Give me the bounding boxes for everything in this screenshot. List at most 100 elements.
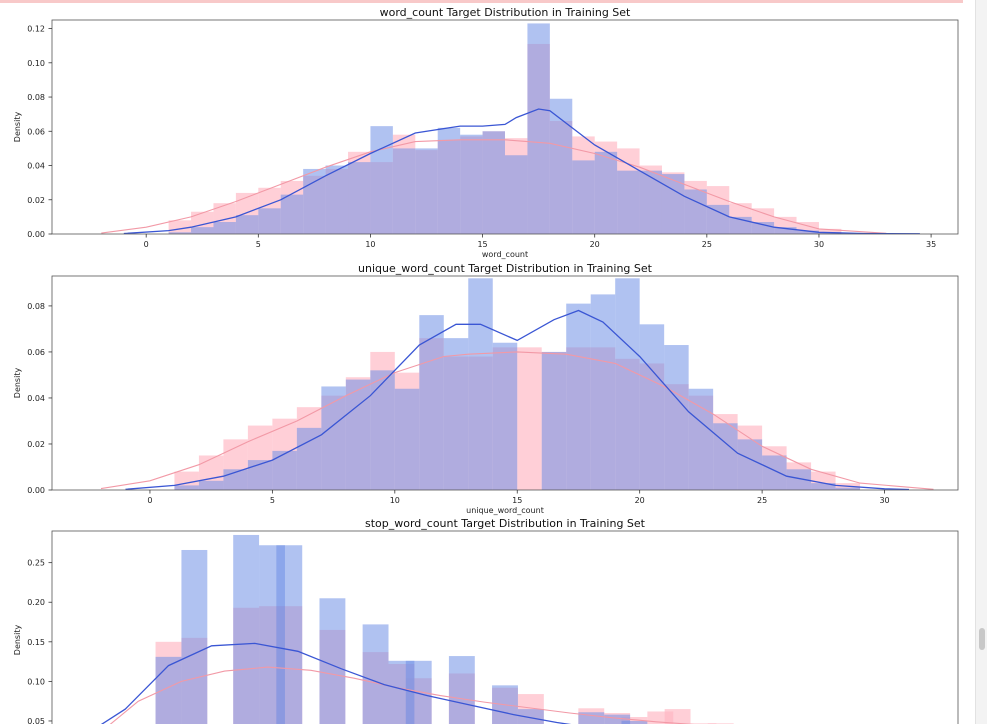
x-tick-label: 15 (477, 240, 487, 249)
histogram-bar (303, 168, 326, 234)
histogram-bar (174, 485, 199, 490)
histogram-bar (604, 714, 631, 724)
histogram-bar (419, 315, 444, 490)
histogram-bar (774, 227, 797, 234)
histogram-bar (796, 230, 819, 234)
kde-curve-target-1 (100, 642, 572, 724)
y-tick-label: 0.10 (27, 59, 45, 68)
x-axis-label: word_count (482, 250, 528, 259)
histogram-bar (437, 127, 461, 234)
histogram-bar (276, 545, 303, 724)
scrollbar-thumb[interactable] (979, 628, 985, 650)
y-tick-label: 0.00 (27, 486, 45, 495)
histogram-bar (443, 338, 469, 490)
x-tick-label: 30 (879, 496, 889, 505)
kde-curve-target-0 (109, 666, 695, 724)
histogram-bar (168, 232, 192, 234)
histogram-bar (639, 324, 665, 490)
unique-word-count-chart: unique_word_count Target Distribution in… (13, 262, 959, 515)
histogram-bar (468, 278, 493, 490)
x-tick-label: 0 (144, 240, 149, 249)
histogram-bar (517, 347, 542, 490)
histogram-bar (517, 709, 544, 724)
y-axis-ticks: 0.00 0.02 0.04 0.06 0.08 0.10 0.12 (27, 25, 52, 239)
x-tick-label: 10 (365, 240, 375, 249)
histogram-bar (621, 720, 648, 724)
histogram-bar (348, 162, 371, 234)
chart-title: unique_word_count Target Distribution in… (358, 262, 653, 275)
histogram-bar (460, 134, 483, 234)
top-color-strip (0, 0, 963, 3)
histogram-bar (751, 222, 775, 234)
histogram-bar (818, 228, 842, 234)
y-tick-label: 0.02 (27, 440, 45, 449)
vertical-scrollbar[interactable] (975, 0, 987, 724)
histogram-bar (394, 388, 420, 490)
histogram-bar (168, 220, 192, 234)
x-tick-label: 15 (512, 496, 522, 505)
x-tick-label: 20 (635, 496, 645, 505)
y-tick-label: 0.12 (27, 25, 45, 34)
histogram-bar (280, 194, 304, 234)
x-axis-label: unique_word_count (466, 506, 544, 515)
x-tick-label: 20 (590, 240, 600, 249)
y-tick-label: 0.00 (27, 230, 45, 239)
histogram-bar (321, 386, 346, 490)
x-tick-label: 25 (757, 496, 767, 505)
histogram-bar (235, 215, 259, 234)
histogram-bar (713, 423, 738, 490)
histogram-bar (325, 165, 349, 234)
histogram-bar (549, 98, 573, 234)
y-tick-label: 0.08 (27, 93, 45, 102)
histogram-bar (566, 303, 591, 490)
histogram-bar (527, 23, 550, 234)
y-tick-label: 0.20 (27, 598, 45, 607)
histogram-bar (258, 208, 281, 234)
stop-word-count-chart: stop_word_count Target Distribution in T… (13, 517, 959, 724)
y-tick-label: 0.25 (27, 559, 45, 568)
histogram-bar (191, 227, 214, 234)
plot-frame (51, 275, 959, 491)
series-target-1-bars (168, 23, 842, 234)
y-tick-label: 0.04 (27, 162, 45, 171)
histogram-bar (786, 469, 812, 490)
x-tick-label: 35 (926, 240, 936, 249)
x-axis-ticks: 0 5 10 15 20 25 30 35 (144, 234, 936, 249)
histogram-bar (811, 483, 836, 490)
histogram-bar (684, 189, 707, 234)
x-tick-label: 0 (147, 496, 152, 505)
series-target-1-bars (155, 534, 648, 724)
histogram-bar (615, 278, 640, 490)
histogram-bar (594, 151, 618, 234)
y-tick-label: 0.06 (27, 127, 45, 136)
histogram-bar (181, 549, 208, 724)
histogram-bar (213, 222, 236, 234)
y-tick-label: 0.15 (27, 638, 45, 647)
y-axis-label: Density (13, 625, 22, 656)
histogram-bar (505, 155, 528, 234)
x-axis-ticks: 0 5 10 15 20 25 30 (147, 490, 890, 505)
histogram-bar (370, 370, 395, 490)
y-axis-ticks: 0.00 0.02 0.04 0.06 0.08 (27, 302, 52, 495)
histogram-bar (405, 660, 432, 724)
histogram-bar (578, 712, 605, 724)
x-tick-label: 5 (256, 240, 261, 249)
kde-curve-target-1 (125, 309, 910, 490)
histogram-bar (664, 345, 689, 490)
histogram-bar (621, 717, 648, 724)
y-axis-label: Density (13, 368, 22, 399)
histogram-bar (661, 174, 685, 234)
histogram-bar (617, 170, 640, 234)
plot-frame (51, 19, 959, 235)
histogram-bar (639, 170, 662, 234)
histogram-bar (706, 204, 730, 234)
histogram-bar (796, 222, 819, 234)
kde-curve-target-1 (123, 108, 920, 234)
histogram-bar (590, 294, 616, 490)
histogram-bar (762, 455, 787, 490)
histogram-bar (247, 460, 273, 490)
x-tick-label: 10 (390, 496, 400, 505)
chart-title: stop_word_count Target Distribution in T… (365, 517, 646, 530)
y-tick-label: 0.05 (27, 717, 45, 724)
histogram-bar (392, 148, 416, 234)
